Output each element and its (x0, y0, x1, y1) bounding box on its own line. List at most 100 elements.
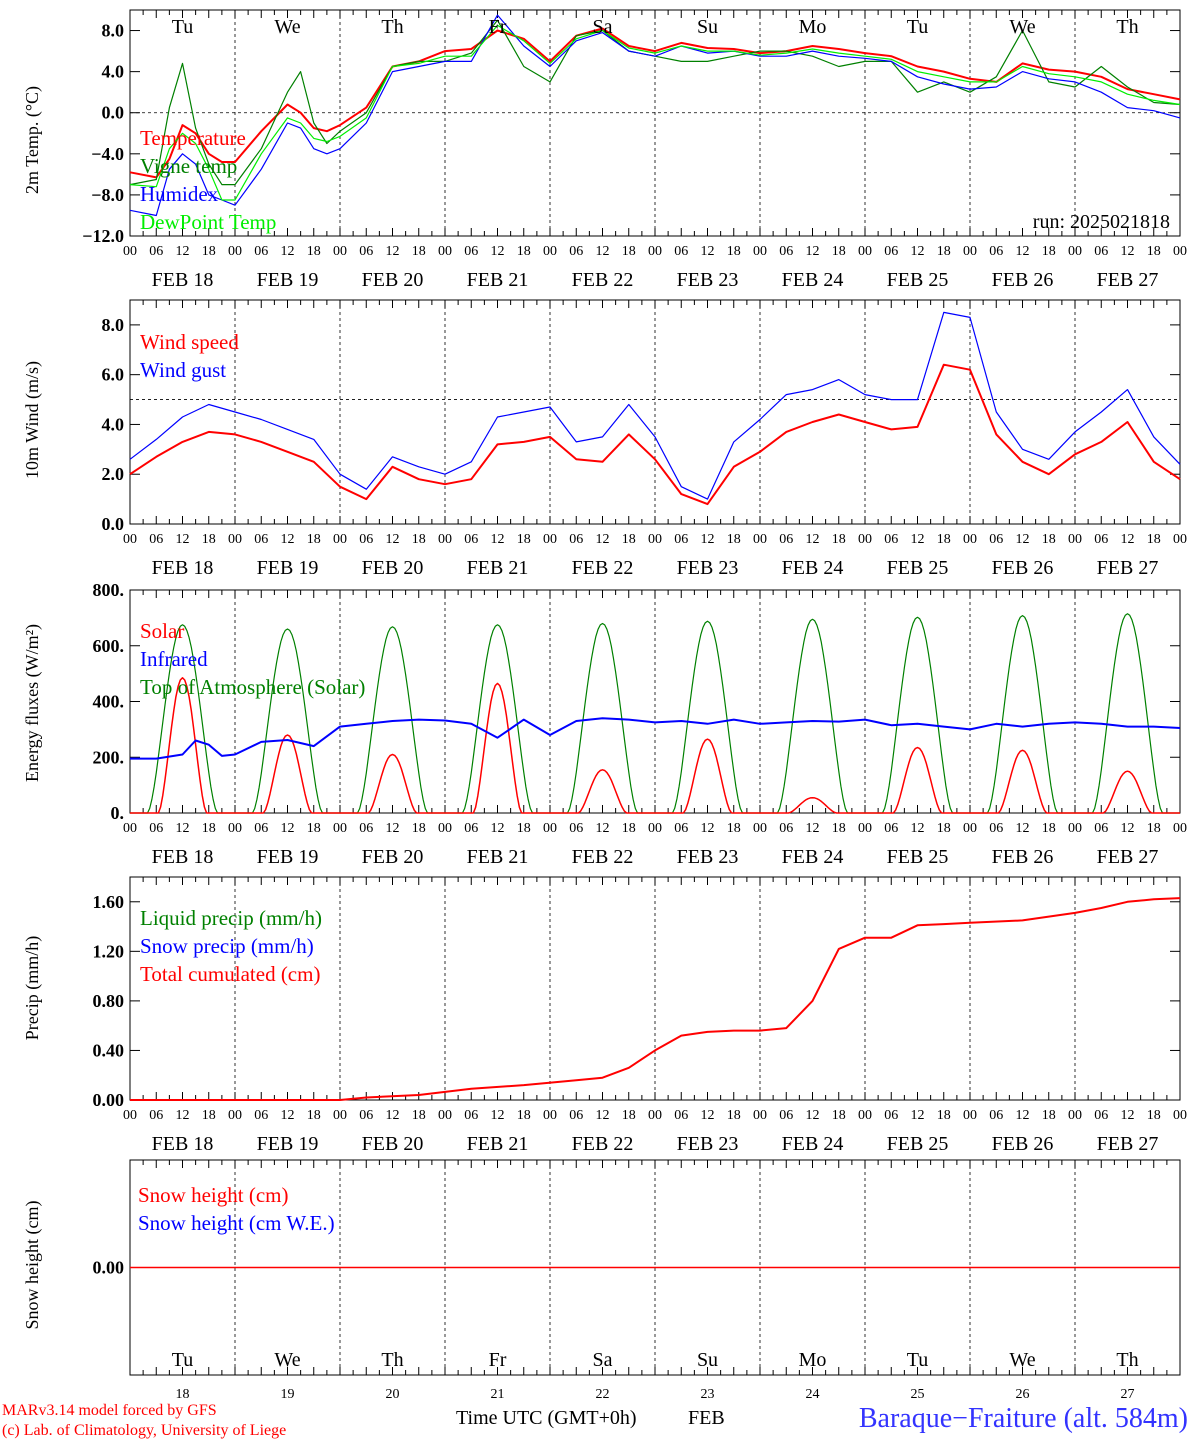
legend-entry: Liquid precip (mm/h) (140, 906, 322, 930)
date-label: FEB 22 (572, 557, 634, 579)
series-line-dewpoint-temp (129, 24, 1181, 201)
hour-label: 12 (1016, 821, 1030, 836)
hour-label: 12 (491, 244, 505, 259)
hour-label: 18 (412, 821, 426, 836)
legend-entry: Vigne temp (140, 154, 237, 178)
date-label: FEB 20 (362, 1133, 424, 1155)
hour-label: 06 (779, 532, 793, 547)
date-label: FEB 27 (1097, 269, 1159, 291)
y-tick-label: 400. (93, 692, 125, 712)
date-label: FEB 25 (887, 269, 949, 291)
y-tick-label: 0.00 (93, 1090, 125, 1110)
hour-label: 00 (753, 244, 767, 259)
hour-label: 06 (989, 244, 1003, 259)
y-tick-label: 4.0 (102, 62, 125, 82)
hour-label: 06 (779, 821, 793, 836)
date-label: FEB 22 (572, 1133, 634, 1155)
hour-label: 12 (281, 821, 295, 836)
hour-label: 18 (307, 244, 321, 259)
hour-label: 12 (701, 532, 715, 547)
weekday-label: Mo (799, 16, 827, 38)
hour-label: 00 (648, 821, 662, 836)
y-tick-label: 0. (111, 803, 125, 823)
hour-label: 06 (359, 532, 373, 547)
hour-label: 12 (806, 244, 820, 259)
day-number: 19 (281, 1387, 295, 1402)
date-label: FEB 21 (467, 1133, 529, 1155)
weekday-label: Tu (172, 16, 194, 38)
hour-label: 06 (464, 821, 478, 836)
day-number: 26 (1016, 1387, 1030, 1402)
hour-label: 00 (963, 821, 977, 836)
hour-label: 18 (1147, 1108, 1161, 1123)
y-tick-label: −12.0 (82, 226, 124, 246)
hour-label: 18 (202, 244, 216, 259)
legend-entry: Snow precip (mm/h) (140, 934, 314, 958)
run-label: run: 2025021818 (1033, 211, 1170, 233)
hour-label: 18 (727, 532, 741, 547)
hour-label: 12 (911, 821, 925, 836)
y-tick-label: 1.20 (93, 941, 125, 961)
y-tick-label: 1.60 (93, 892, 125, 912)
x-axis-title: Time UTC (GMT+0h) (456, 1407, 637, 1429)
date-label: FEB 27 (1097, 557, 1159, 579)
date-label: FEB 20 (362, 846, 424, 868)
hour-label: 00 (648, 532, 662, 547)
date-label: FEB 22 (572, 846, 634, 868)
hour-label: 12 (596, 1108, 610, 1123)
legend-entry: Snow height (cm) (138, 1183, 288, 1207)
hour-label: 00 (123, 244, 137, 259)
y-tick-label: 2.0 (102, 464, 125, 484)
station-label: Baraque−Fraiture (alt. 584m) (859, 1403, 1188, 1434)
hour-label: 12 (806, 821, 820, 836)
hour-label: 12 (911, 532, 925, 547)
legend-entry: Wind speed (140, 330, 239, 354)
hour-label: 00 (1068, 1108, 1082, 1123)
date-label: FEB 19 (257, 557, 319, 579)
y-tick-label: 0.0 (102, 103, 125, 123)
hour-label: 12 (806, 532, 820, 547)
hour-label: 00 (123, 1108, 137, 1123)
date-label: FEB 23 (677, 846, 739, 868)
hour-label: 00 (333, 821, 347, 836)
weekday-label: We (1009, 1349, 1035, 1371)
hour-label: 00 (1173, 821, 1187, 836)
weekday-label: Tu (172, 1349, 194, 1371)
panel-frame (129, 299, 1181, 525)
legend-entry: Wind gust (140, 358, 226, 382)
y-tick-label: 800. (93, 580, 125, 600)
weekday-label: Su (697, 16, 718, 38)
hour-label: 18 (517, 1108, 531, 1123)
hour-label: 06 (884, 1108, 898, 1123)
hour-label: 00 (438, 244, 452, 259)
hour-label: 12 (1121, 532, 1135, 547)
hour-label: 00 (753, 1108, 767, 1123)
hour-label: 18 (1147, 821, 1161, 836)
hour-label: 18 (622, 821, 636, 836)
y-tick-label: −4.0 (91, 144, 124, 164)
hour-label: 18 (517, 821, 531, 836)
date-label: FEB 18 (152, 846, 214, 868)
text-layer: 8.0 4.0 0.0 −4.0 −8.0 −12.0 2m Temp. (°C) 00 06 1… (22, 16, 1187, 1402)
y-tick-label: 6.0 (102, 365, 125, 385)
date-label: FEB 21 (467, 269, 529, 291)
hour-label: 12 (701, 244, 715, 259)
series-line-humidex (129, 14, 1181, 217)
hour-label: 12 (176, 1108, 190, 1123)
legend-entry: Humidex (140, 182, 219, 206)
hour-label: 12 (386, 821, 400, 836)
hour-label: 00 (963, 244, 977, 259)
hour-label: 18 (622, 244, 636, 259)
panel-frame (129, 589, 1181, 814)
hour-label: 06 (884, 821, 898, 836)
hour-label: 06 (359, 821, 373, 836)
hour-label: 12 (596, 821, 610, 836)
y-tick-label: 0.00 (93, 1258, 125, 1278)
y-tick-label: 8.0 (102, 315, 125, 335)
hour-label: 06 (1094, 1108, 1108, 1123)
day-number: 21 (491, 1387, 505, 1402)
hour-label: 12 (1016, 1108, 1030, 1123)
hour-label: 06 (674, 821, 688, 836)
weekday-label: We (1009, 16, 1035, 38)
hour-label: 00 (858, 821, 872, 836)
